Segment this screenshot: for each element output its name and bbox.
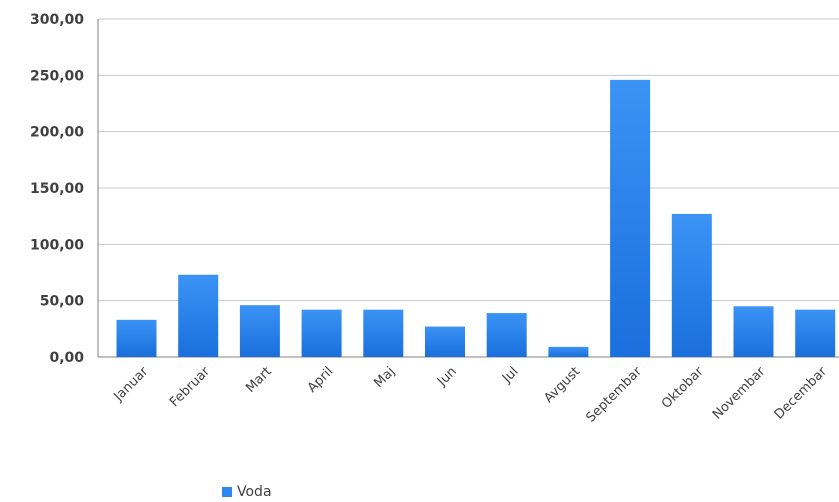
y-tick-label: 0,00 [49, 350, 84, 366]
bar [178, 274, 219, 357]
y-tick-label: 100,00 [30, 237, 84, 253]
bar [363, 309, 404, 357]
x-axis-category-labels: Januar Februar Mart April Maj Jun Jul Avgust Sep… [111, 364, 831, 426]
x-category-label: Septembar [584, 364, 646, 426]
bars [116, 79, 836, 357]
x-category-label: Februar [167, 364, 213, 410]
y-tick-label: 200,00 [30, 125, 84, 141]
x-category-label: Decembar [772, 364, 831, 423]
x-category-label: Januar [111, 364, 152, 405]
gridlines [97, 18, 839, 358]
x-category-label: Maj [371, 364, 398, 391]
bar [795, 309, 836, 357]
x-category-label: April [305, 364, 337, 396]
bar [425, 326, 465, 357]
bar [301, 309, 342, 357]
x-category-label: Oktobar [659, 364, 707, 412]
y-tick-label: 150,00 [30, 181, 84, 197]
bar [671, 213, 712, 357]
x-category-label: Jun [434, 364, 460, 390]
y-tick-label: 50,00 [40, 294, 85, 310]
bar [610, 79, 651, 357]
bar [239, 305, 280, 357]
legend: Voda [222, 484, 272, 500]
y-tick-label: 250,00 [30, 68, 84, 84]
bar [733, 306, 774, 357]
y-axis-tick-labels: 0,00 50,00 100,00 150,00 200,00 250,00 300,00 [30, 12, 84, 366]
x-category-label: Avgust [541, 364, 583, 406]
x-category-label: Jul [499, 364, 521, 386]
bar [116, 319, 157, 357]
legend-label-voda: Voda [237, 484, 272, 500]
x-category-label: Mart [243, 364, 275, 396]
x-category-label: Novembar [710, 364, 769, 423]
legend-swatch-voda [222, 487, 232, 497]
y-tick-label: 300,00 [30, 12, 84, 28]
bar [548, 346, 589, 357]
bar [486, 313, 527, 357]
